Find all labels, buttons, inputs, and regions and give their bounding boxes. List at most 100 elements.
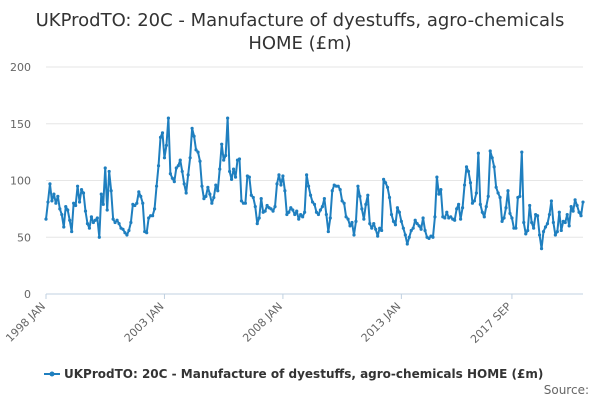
data-point (510, 216, 514, 220)
data-point (457, 202, 461, 206)
data-point (97, 235, 101, 239)
data-point (445, 210, 449, 214)
source-label: Source: (544, 383, 589, 397)
data-point (243, 201, 247, 205)
data-point (160, 131, 165, 135)
data-point (231, 167, 236, 171)
data-point (190, 126, 194, 130)
data-point (500, 219, 504, 223)
data-point (352, 233, 356, 237)
data-point (164, 143, 169, 147)
data-point (575, 203, 579, 208)
data-point (220, 142, 224, 146)
data-point (222, 158, 226, 162)
legend: UKProdTO: 20C - Manufacture of dyestuffs… (44, 367, 543, 381)
data-point (54, 201, 58, 205)
data-point (383, 181, 388, 185)
data-point (305, 173, 309, 177)
data-point (439, 187, 443, 192)
data-point (468, 181, 473, 185)
data-point (374, 227, 378, 231)
data-point (156, 164, 161, 168)
data-point (265, 203, 269, 208)
data-point (459, 217, 463, 221)
data-point (48, 182, 52, 186)
data-point (291, 208, 295, 212)
data-point (415, 222, 419, 226)
data-point (528, 203, 532, 208)
data-point (103, 166, 107, 170)
data-point (306, 184, 311, 188)
data-point (285, 212, 289, 217)
data-point (449, 215, 453, 219)
data-point (336, 184, 340, 188)
data-point (295, 209, 299, 213)
data-point (255, 222, 259, 226)
data-point (303, 210, 307, 214)
data-point (346, 217, 350, 221)
data-point (389, 212, 394, 217)
data-point (407, 235, 411, 239)
data-point (403, 233, 407, 237)
x-tick-label: 2008 JAN (240, 300, 285, 345)
legend-series-label: UKProdTO: 20C - Manufacture of dyestuffs… (64, 367, 543, 381)
data-point (152, 207, 157, 211)
data-point (474, 191, 478, 195)
plot-area: 0 50 100 150 200 1998 JAN 2003 JAN 2008 JAN 2013… (3, 61, 585, 346)
data-point (387, 195, 392, 200)
data-point (308, 193, 313, 197)
data-point (247, 175, 251, 179)
data-point (271, 209, 275, 213)
data-point (83, 209, 88, 213)
data-point (137, 190, 141, 194)
data-point (492, 165, 496, 169)
data-point (310, 200, 315, 204)
data-point (99, 192, 103, 196)
data-point (354, 219, 358, 223)
data-point (543, 225, 548, 229)
data-point (569, 205, 573, 209)
data-point (498, 195, 502, 200)
data-point (391, 219, 396, 223)
data-point (79, 187, 84, 192)
data-point (409, 228, 413, 233)
data-point (480, 210, 484, 214)
data-point (145, 231, 149, 235)
data-point (293, 212, 297, 217)
data-point (154, 184, 159, 188)
data-point (466, 169, 471, 174)
data-point (433, 215, 437, 219)
data-point (95, 216, 99, 220)
data-point (200, 184, 204, 188)
data-point (158, 135, 163, 139)
data-point (356, 184, 360, 188)
data-point (283, 189, 287, 193)
data-point (557, 210, 561, 214)
data-point (85, 222, 90, 226)
data-point (107, 169, 111, 174)
data-point (44, 217, 48, 221)
data-point (299, 212, 303, 217)
data-point (135, 201, 139, 205)
data-point (147, 216, 151, 220)
data-point (453, 218, 457, 222)
data-point (360, 207, 364, 211)
data-point (395, 206, 400, 210)
data-point (206, 185, 210, 189)
data-point (226, 116, 230, 120)
data-point (210, 201, 214, 205)
data-point (401, 226, 405, 230)
data-point (251, 195, 255, 200)
data-point (423, 228, 427, 233)
data-point (237, 157, 242, 161)
data-point (174, 166, 178, 170)
data-point (123, 231, 127, 235)
data-point (537, 233, 542, 237)
data-point (180, 169, 184, 174)
data-point (506, 189, 510, 193)
data-point (50, 199, 54, 203)
data-point (370, 226, 374, 230)
data-point (530, 220, 534, 225)
data-point (224, 153, 228, 158)
data-point (413, 218, 417, 222)
